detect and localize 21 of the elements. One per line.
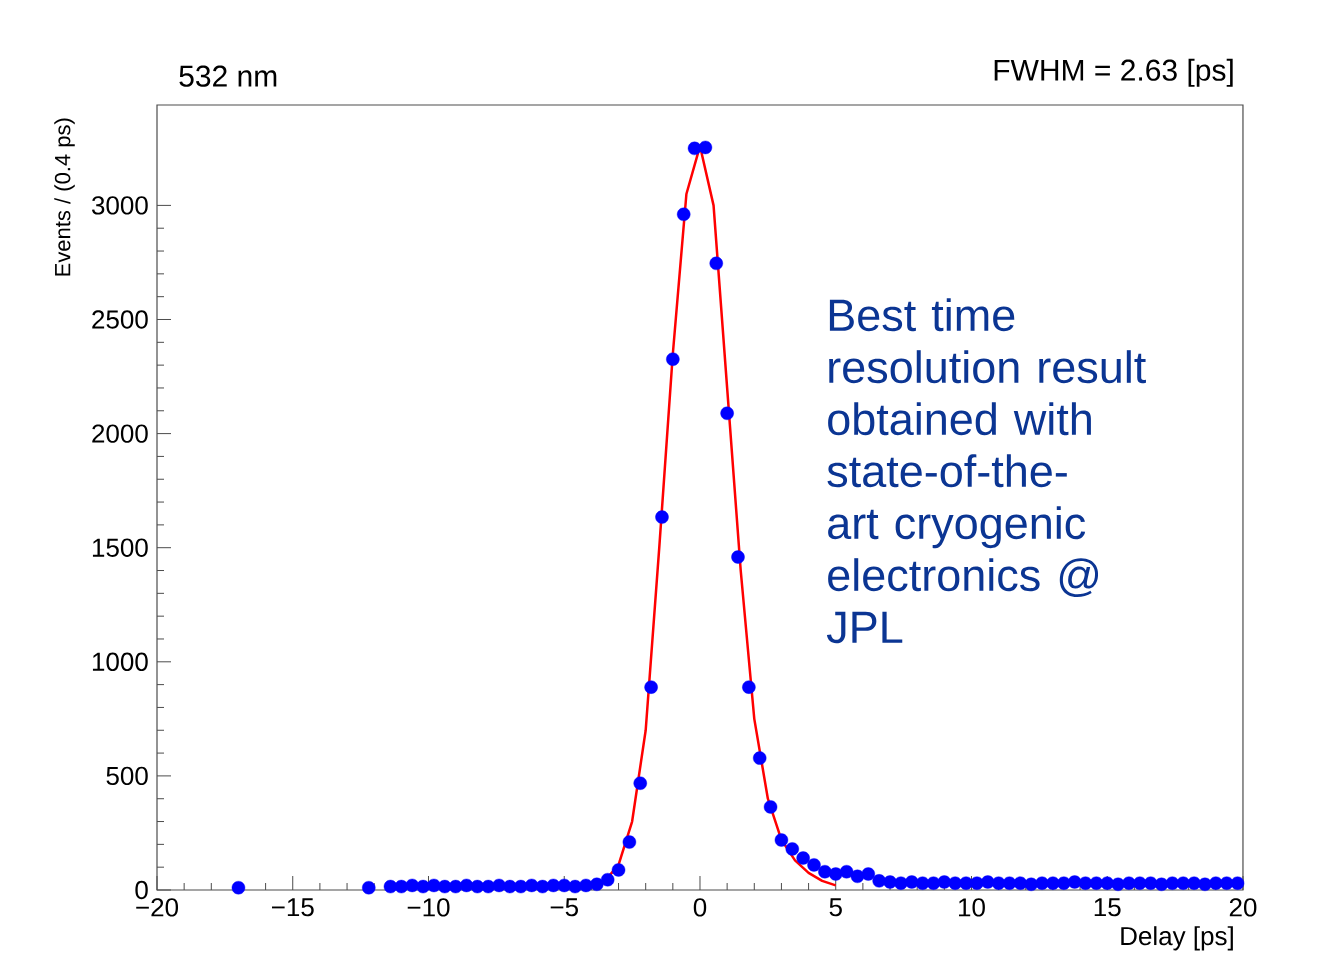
y-tick-label: 0: [135, 880, 148, 900]
y-tick-label: 1000: [92, 652, 148, 671]
x-tick-label: 5: [829, 898, 842, 917]
annotation: Best time resolution result obtained with state-of-the-art cryogenic electronics @ JPL: [826, 298, 1146, 644]
x-tick-label: −5: [550, 898, 578, 917]
x-tick-label: 15: [1094, 898, 1121, 917]
x-tick-label: 10: [959, 898, 985, 917]
chart-title: 532 nm: [179, 65, 277, 87]
y-axis-title: Events / (0.4 ps): [54, 118, 75, 276]
y-tick-label: 1500: [92, 538, 148, 557]
y-tick-label: 2500: [92, 310, 148, 329]
y-tick-label: 500: [106, 766, 148, 786]
x-tick-label: 20: [1229, 898, 1257, 917]
y-tick-label: 3000: [91, 196, 148, 215]
x-axis-title: Delay [ps]: [1121, 926, 1233, 951]
x-tick-label: −10: [407, 898, 450, 917]
x-tick-label: −15: [271, 898, 314, 917]
chart-subtitle: FWHM = 2.63 [ps]: [994, 58, 1233, 87]
y-tick-label: 2000: [92, 424, 148, 443]
x-tick-label: −20: [136, 898, 179, 917]
x-tick-label: 0: [693, 898, 707, 917]
